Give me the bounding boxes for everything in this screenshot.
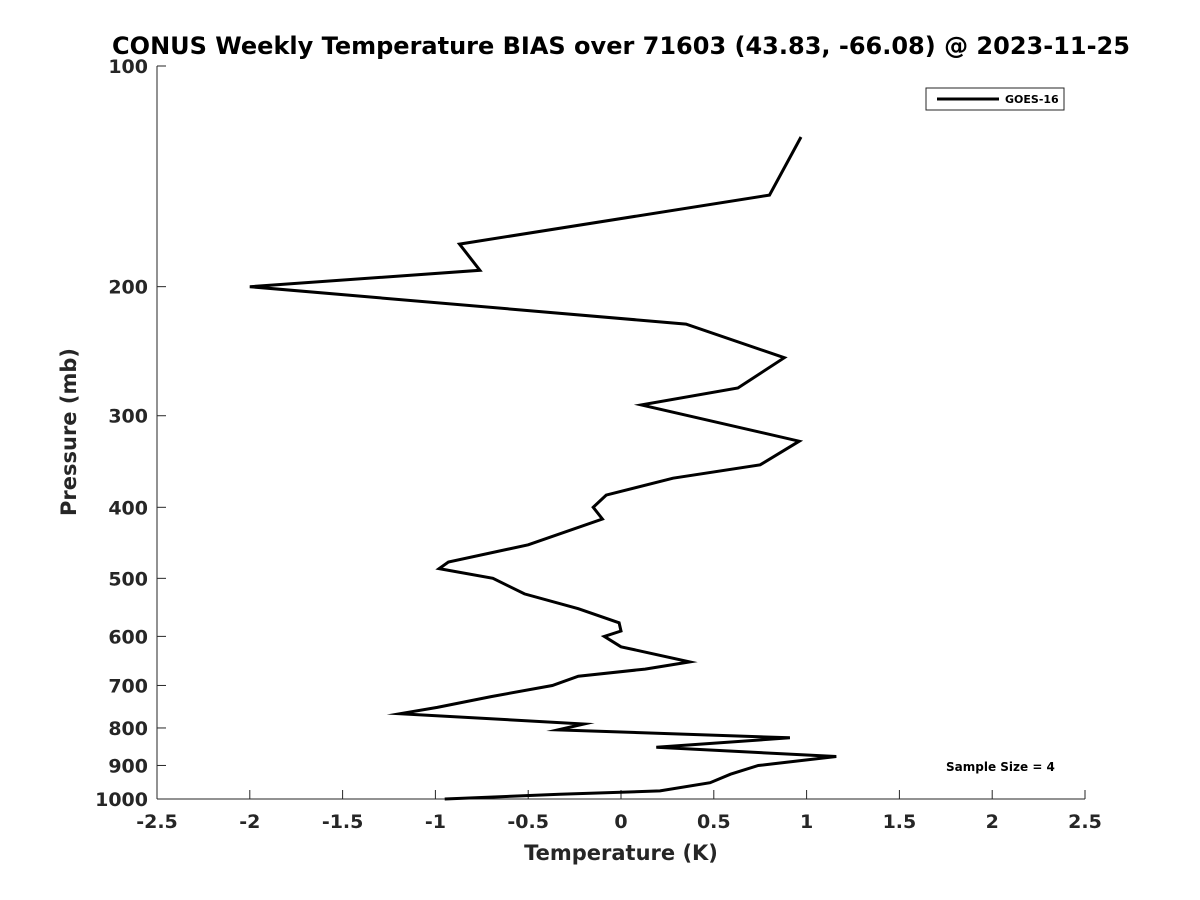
y-tick-label: 1000	[95, 789, 148, 811]
x-tick-label: 2.5	[1068, 811, 1102, 833]
x-ticks: -2.5 -2 -1.5 -1 -0.5 0 0.5 1 1.5 2 2.5	[136, 790, 1102, 833]
legend: GOES-16	[925, 87, 1065, 111]
y-tick-label: 800	[108, 718, 148, 740]
y-axis-label: Pressure (mb)	[57, 348, 81, 516]
x-tick-label: 0.5	[697, 811, 731, 833]
x-tick-label: -1.5	[322, 811, 364, 833]
y-tick-label: 500	[108, 568, 148, 590]
x-tick-label: 0	[614, 811, 627, 833]
y-ticks: 100 200 300 400 500 600 700 800 900 1000	[95, 56, 166, 811]
x-tick-label: 1.5	[883, 811, 917, 833]
y-tick-label: 700	[108, 675, 148, 697]
chart-title: CONUS Weekly Temperature BIAS over 71603…	[112, 32, 1130, 60]
y-tick-label: 300	[108, 406, 148, 428]
x-tick-label: 2	[986, 811, 999, 833]
x-axis-label: Temperature (K)	[524, 841, 718, 865]
plot-area: -2.5 -2 -1.5 -1 -0.5 0 0.5 1 1.5 2 2.5 100 200 300 40…	[95, 56, 1102, 833]
x-tick-label: -0.5	[507, 811, 549, 833]
y-tick-label: 900	[108, 755, 148, 777]
legend-label-goes-16: GOES-16	[1005, 93, 1059, 106]
y-tick-label: 200	[108, 277, 148, 299]
y-tick-label: 100	[108, 56, 148, 78]
x-tick-label: -2	[239, 811, 260, 833]
y-tick-label: 400	[108, 497, 148, 519]
series-layer	[249, 136, 837, 801]
x-tick-label: 1	[800, 811, 813, 833]
x-tick-label: -2.5	[136, 811, 178, 833]
x-tick-label: -1	[425, 811, 446, 833]
y-tick-label: 600	[108, 626, 148, 648]
sample-size-annotation: Sample Size = 4	[946, 760, 1055, 774]
